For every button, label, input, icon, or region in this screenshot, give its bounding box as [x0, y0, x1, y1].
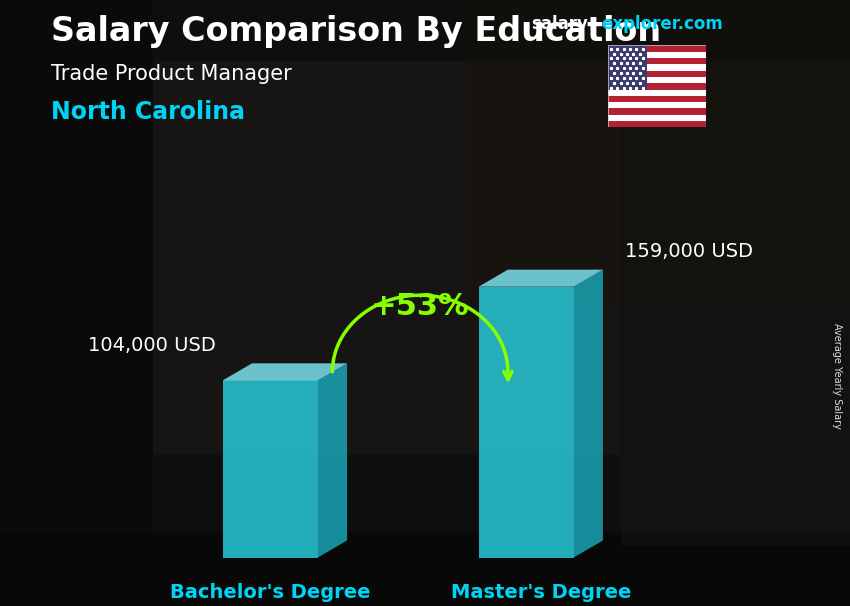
Polygon shape [318, 364, 347, 558]
Bar [608, 90, 706, 96]
Bar [608, 45, 647, 90]
Text: +53%: +53% [371, 292, 469, 321]
Bar [608, 96, 706, 102]
Bar [608, 121, 706, 127]
Bar [608, 115, 706, 121]
Bar [608, 52, 706, 58]
Text: 159,000 USD: 159,000 USD [625, 242, 753, 261]
Bar [0, 533, 850, 606]
Text: North Carolina: North Carolina [51, 100, 245, 124]
Bar [608, 102, 706, 108]
Bar [620, 61, 850, 545]
Text: salary: salary [531, 15, 588, 33]
Text: Bachelor's Degree: Bachelor's Degree [170, 583, 371, 602]
Bar [608, 108, 706, 115]
Polygon shape [479, 270, 603, 287]
Bar [608, 83, 706, 90]
Text: 104,000 USD: 104,000 USD [88, 336, 215, 355]
Bar [608, 58, 706, 64]
FancyBboxPatch shape [223, 381, 318, 558]
Bar [608, 77, 706, 83]
Text: Trade Product Manager: Trade Product Manager [51, 64, 292, 84]
FancyBboxPatch shape [479, 287, 574, 558]
Polygon shape [574, 270, 603, 558]
Text: explorer.com: explorer.com [601, 15, 722, 33]
Text: Salary Comparison By Education: Salary Comparison By Education [51, 15, 661, 48]
Polygon shape [223, 364, 347, 381]
Text: Master's Degree: Master's Degree [450, 583, 631, 602]
Bar [608, 45, 706, 52]
Bar [608, 64, 706, 71]
Bar [468, 0, 850, 303]
Bar [153, 61, 620, 455]
Bar [0, 0, 153, 606]
Bar [608, 71, 706, 77]
Text: Average Yearly Salary: Average Yearly Salary [832, 323, 842, 428]
